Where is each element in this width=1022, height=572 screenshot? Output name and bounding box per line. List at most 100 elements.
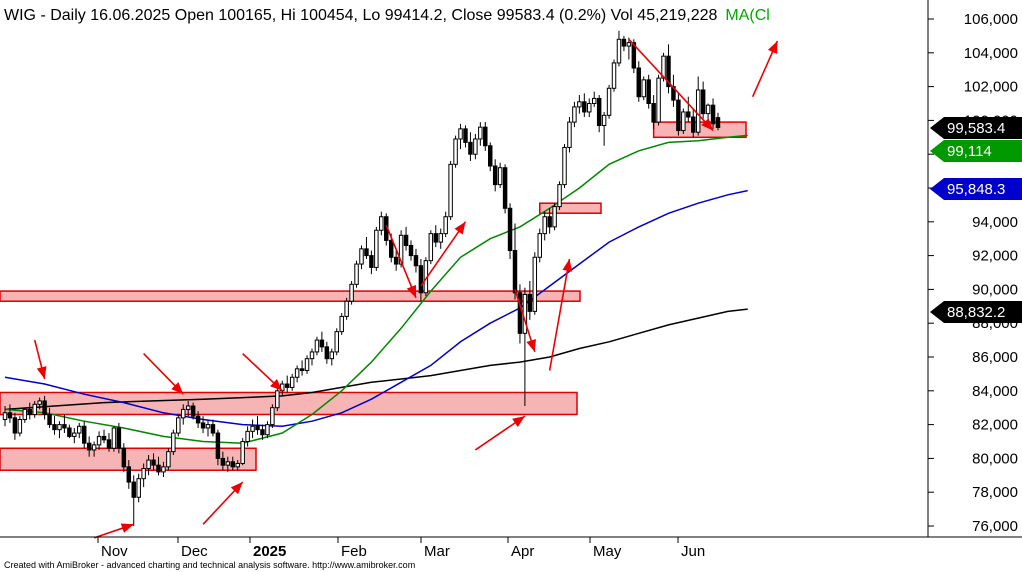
annotation-arrow <box>242 353 283 392</box>
candle-down <box>418 265 424 294</box>
y-tick-label: 80,000 <box>972 450 1018 467</box>
candle-up <box>532 256 538 312</box>
candle-down <box>403 234 409 246</box>
ma-green-line <box>4 134 748 444</box>
candle-down <box>106 439 112 449</box>
candle-down <box>676 99 681 132</box>
candle-up <box>250 425 255 432</box>
candle-up <box>270 407 275 426</box>
annotation-arrow <box>474 415 526 451</box>
ma-black-line <box>4 308 748 411</box>
candle-up <box>22 408 28 421</box>
candle-up <box>656 77 661 123</box>
y-tick-label: 90,000 <box>972 281 1018 298</box>
moving-averages-layer <box>4 134 748 444</box>
price-tag-label: 99,114 <box>947 143 992 160</box>
annotation-arrow <box>385 224 417 299</box>
candle-up <box>587 103 592 113</box>
candle-down <box>483 126 488 147</box>
candle-down <box>86 442 92 451</box>
candle-down <box>121 447 127 468</box>
candle-down <box>364 248 369 257</box>
candle-down <box>284 383 290 388</box>
candle-up <box>438 233 443 243</box>
y-tick-label: 106,000 <box>964 11 1018 28</box>
chart-title: WIG - Daily 16.06.2025 Open 100165, Hi 1… <box>4 7 770 24</box>
candle-up <box>240 441 245 464</box>
candle-up <box>497 167 503 186</box>
candle-up <box>522 293 528 334</box>
candle-down <box>151 459 156 466</box>
candle-up <box>552 206 557 228</box>
annotation-arrow <box>751 40 779 98</box>
candle-up <box>275 390 280 409</box>
candle-down <box>468 141 473 155</box>
credit-text: Created with AmiBroker - advanced charti… <box>4 560 415 570</box>
header-main-text: WIG - Daily 16.06.2025 Open 100165, Hi 1… <box>4 7 717 24</box>
y-tick-label: 86,000 <box>972 349 1018 366</box>
price-tag: 99,114 <box>930 140 1022 162</box>
candle-up <box>567 121 572 148</box>
candle-down <box>651 103 656 123</box>
candle-up <box>591 97 597 104</box>
annotation-arrow <box>93 523 134 539</box>
candle-down <box>507 207 513 252</box>
candle-down <box>686 111 691 118</box>
support-resistance-zone <box>539 202 602 214</box>
price-tag-label: 99,583.4 <box>947 120 1005 137</box>
candle-down <box>230 461 235 468</box>
candle-down <box>596 97 602 126</box>
candle-up <box>265 424 270 436</box>
annotation-arrow <box>202 481 244 525</box>
y-tick-label: 102,000 <box>964 79 1018 96</box>
candle-up <box>398 234 404 265</box>
candle-up <box>205 424 211 429</box>
candle-up <box>661 55 666 79</box>
candle-up <box>473 138 478 155</box>
candle-down <box>101 435 107 441</box>
candle-down <box>116 427 122 449</box>
candle-up <box>344 300 349 317</box>
candle-down <box>621 38 627 47</box>
candle-up <box>695 89 701 133</box>
x-tick-label: May <box>593 543 622 560</box>
candle-up <box>339 315 344 333</box>
y-tick-label: 82,000 <box>972 417 1018 434</box>
candle-down <box>81 425 87 444</box>
candle-down <box>582 101 587 113</box>
candle-up <box>235 462 240 468</box>
candle-down <box>131 481 136 498</box>
candle-up <box>448 163 453 218</box>
candle-up <box>171 432 176 453</box>
candle-up <box>161 466 166 473</box>
candle-up <box>32 403 37 415</box>
candle-down <box>12 417 18 434</box>
candle-down <box>324 346 330 360</box>
candle-up <box>606 87 612 116</box>
annotation-arrow <box>548 258 573 371</box>
candle-down <box>215 432 221 459</box>
candle-down <box>52 424 57 431</box>
candle-up <box>96 435 102 446</box>
y-tick-label: 104,000 <box>964 45 1018 62</box>
candle-down <box>393 256 399 265</box>
price-tag: 99,583.4 <box>930 117 1022 139</box>
plot-background <box>0 0 928 537</box>
candle-down <box>666 55 671 88</box>
y-axis-ticks: 76,00078,00080,00082,00084,00086,00088,0… <box>928 11 1018 535</box>
y-tick-label: 78,000 <box>972 484 1018 501</box>
candle-up <box>616 38 622 64</box>
y-tick-label: 94,000 <box>972 214 1018 231</box>
x-tick-label: Nov <box>101 543 128 560</box>
candle-down <box>47 413 52 426</box>
candle-down <box>463 128 468 143</box>
candle-down <box>195 415 201 424</box>
candle-down <box>126 466 132 483</box>
candle-up <box>72 432 77 437</box>
candle-up <box>379 216 384 231</box>
candle-up <box>601 114 607 126</box>
y-tick-label: 76,000 <box>972 518 1018 535</box>
y-tick-label: 84,000 <box>972 383 1018 400</box>
candle-up <box>478 126 483 140</box>
